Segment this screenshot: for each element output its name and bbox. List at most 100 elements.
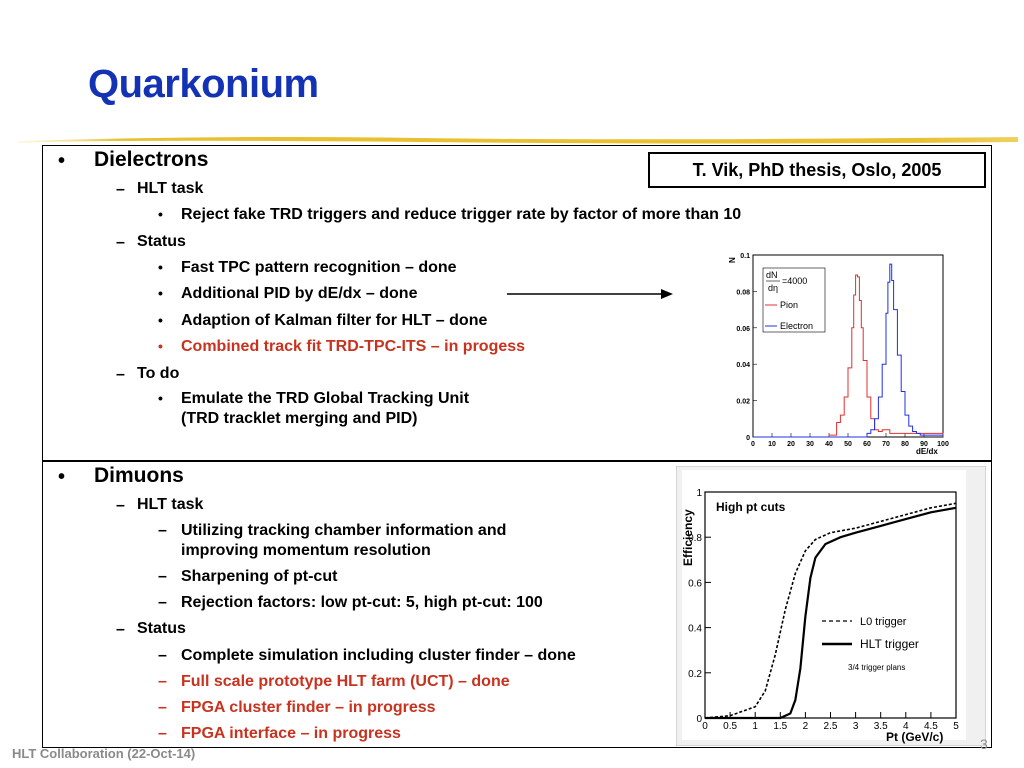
dash: – <box>158 673 167 690</box>
dash: – <box>158 594 167 611</box>
x-tick-label: 2 <box>803 721 809 732</box>
dash: – <box>158 647 167 664</box>
dash: – <box>116 234 125 251</box>
x-tick-label: 2.5 <box>824 721 838 732</box>
task-item: Utilizing tracking chamber information a… <box>181 522 507 539</box>
status-label: Status <box>137 620 186 637</box>
todo-item-continued: (TRD tracklet merging and PID) <box>181 410 418 427</box>
annotation-deta: dη <box>768 283 778 293</box>
y-tick-label: 0 <box>696 714 702 725</box>
todo-item: Emulate the TRD Global Tracking Unit <box>181 390 470 407</box>
x-tick-label: 100 <box>937 441 949 448</box>
x-tick-label: 3.5 <box>874 721 888 732</box>
legend-electron: Electron <box>780 321 813 331</box>
x-tick-label: 60 <box>863 441 871 448</box>
x-tick-label: 0.5 <box>723 721 737 732</box>
y-tick-label: 0.04 <box>736 362 750 369</box>
legend-l0-trigger: L0 trigger <box>860 616 907 628</box>
x-tick-label: 0 <box>751 441 755 448</box>
task-item: Rejection factors: low pt-cut: 5, high p… <box>181 594 543 611</box>
status-item-highlight: Combined track fit TRD-TPC-ITS – in prog… <box>181 338 526 355</box>
x-tick-label: 3 <box>853 721 859 732</box>
annotation-dn: dN <box>766 270 778 280</box>
dash: – <box>116 621 125 638</box>
y-tick-label: 0.08 <box>736 289 750 296</box>
task-label: HLT task <box>137 496 204 513</box>
note: 3/4 trigger plans <box>848 663 905 672</box>
dash: – <box>158 522 167 539</box>
title-divider <box>18 137 1018 144</box>
section-heading-dimuons: Dimuons <box>94 464 184 487</box>
y-tick-label: 0.02 <box>736 399 750 406</box>
dedx-chart: 0 0.02 0.04 0.06 0.08 0.1 0 10 20 30 40 50 60 70 80 90… <box>728 253 949 456</box>
dash: – <box>158 568 167 585</box>
x-tick-label: 0 <box>702 721 708 732</box>
status-item: Fast TPC pattern recognition – done <box>181 259 457 276</box>
y-tick-label: 0 <box>746 435 750 442</box>
x-axis-label: dE/dx <box>916 447 938 456</box>
dash: – <box>116 366 125 383</box>
x-tick-label: 10 <box>768 441 776 448</box>
page-number: 3 <box>980 736 988 752</box>
footer-text: HLT Collaboration (22-Oct-14) <box>12 746 196 761</box>
status-item: Complete simulation including cluster fi… <box>181 647 576 664</box>
y-tick-label: 0.8 <box>688 533 702 544</box>
y-axis-label: Efficiency <box>681 509 695 566</box>
reference-box: T. Vik, PhD thesis, Oslo, 2005 <box>648 152 986 188</box>
status-item-highlight: Full scale prototype HLT farm (UCT) – do… <box>181 673 510 690</box>
bullet: • <box>158 259 163 275</box>
bullet: • <box>58 150 66 172</box>
status-label: Status <box>137 233 186 250</box>
x-tick-label: 80 <box>901 441 909 448</box>
dash: – <box>158 725 167 742</box>
task-item: Reject fake TRD triggers and reduce trig… <box>181 206 742 223</box>
dash: – <box>158 699 167 716</box>
legend-pion: Pion <box>780 300 798 310</box>
y-tick-label: 0.6 <box>688 578 702 589</box>
y-tick-label: 0.4 <box>688 624 702 635</box>
bullet: • <box>158 338 163 354</box>
x-tick-label: 5 <box>953 721 959 732</box>
x-tick-label: 70 <box>882 441 890 448</box>
y-tick-label: 0.1 <box>740 253 750 260</box>
series-hlt-trigger <box>705 506 957 720</box>
plot-frame <box>704 491 957 719</box>
x-tick-label: 1 <box>752 721 758 732</box>
x-tick-label: 1.5 <box>773 721 787 732</box>
y-axis-label: N <box>728 257 737 263</box>
x-tick-label: 30 <box>806 441 814 448</box>
y-tick-label: 0.2 <box>688 669 702 680</box>
annotation-value: =4000 <box>782 276 807 286</box>
bullet: • <box>158 390 163 406</box>
x-tick-label: 50 <box>844 441 852 448</box>
x-axis-label: Pt (GeV/c) <box>886 730 943 744</box>
status-item: Additional PID by dE/dx – done <box>181 285 418 302</box>
section-heading-dielectrons: Dielectrons <box>94 148 209 171</box>
series-electron <box>753 263 944 438</box>
y-tick-label: 1 <box>696 488 702 499</box>
y-tick-label: 0.06 <box>736 326 750 333</box>
slide-title: Quarkonium <box>88 62 319 106</box>
task-item: Sharpening of pt-cut <box>181 568 338 585</box>
x-tick-label: 40 <box>825 441 833 448</box>
bullet: • <box>158 206 163 222</box>
bullet: • <box>158 312 163 328</box>
status-item: Adaption of Kalman filter for HLT – done <box>181 312 488 329</box>
task-item-continued: improving momentum resolution <box>181 542 431 559</box>
chart-title: High pt cuts <box>716 500 786 514</box>
status-item-highlight: FPGA interface – in progress <box>181 725 401 742</box>
legend-box <box>762 267 826 333</box>
todo-label: To do <box>137 365 180 382</box>
x-tick-label: 20 <box>787 441 795 448</box>
status-item-highlight: FPGA cluster finder – in progress <box>181 699 436 716</box>
series-l0-trigger <box>704 502 957 719</box>
series-pion <box>753 274 944 438</box>
pointer-arrow <box>507 289 673 299</box>
x-tick-label: 4.5 <box>924 721 938 732</box>
x-tick-label: 90 <box>920 441 928 448</box>
dash: – <box>116 181 125 198</box>
task-label: HLT task <box>137 180 204 197</box>
efficiency-chart: 0 0.2 0.4 0.6 0.8 1 0 0.5 1 1.5 2 2.5 3 3.5 4 4.5 5 Hig… <box>676 466 986 746</box>
x-tick-label: 4 <box>903 721 909 732</box>
bullet: • <box>158 285 163 301</box>
